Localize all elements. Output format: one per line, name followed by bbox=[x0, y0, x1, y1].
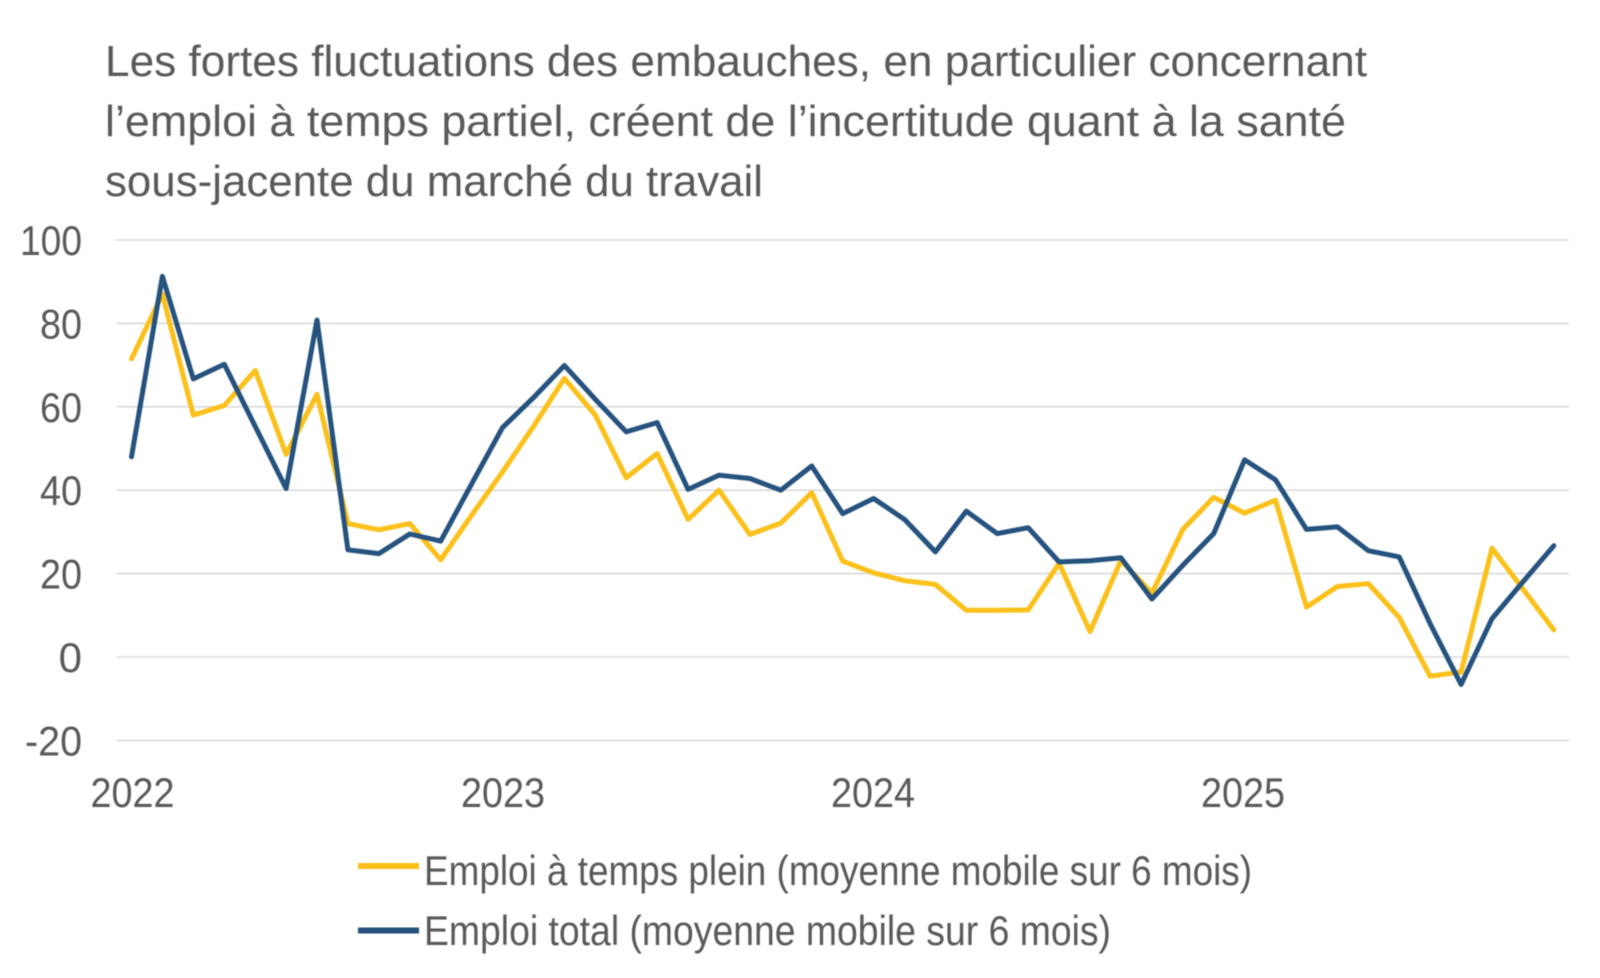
svg-text:Les fortes fluctuations des em: Les fortes fluctuations des embauches, e… bbox=[105, 38, 1367, 86]
svg-text:2025: 2025 bbox=[1201, 769, 1285, 816]
svg-text:Emploi total (moyenne mobile s: Emploi total (moyenne mobile sur 6 mois) bbox=[424, 907, 1111, 954]
svg-text:100: 100 bbox=[20, 217, 82, 264]
svg-text:40: 40 bbox=[40, 467, 82, 514]
svg-text:sous-jacente du marché du trav: sous-jacente du marché du travail bbox=[105, 158, 763, 206]
svg-text:0: 0 bbox=[59, 634, 82, 681]
svg-text:Emploi à temps plein (moyenne: Emploi à temps plein (moyenne mobile sur… bbox=[424, 847, 1252, 894]
svg-text:80: 80 bbox=[40, 300, 82, 347]
svg-text:60: 60 bbox=[40, 384, 82, 431]
svg-text:2022: 2022 bbox=[91, 769, 175, 816]
svg-text:20: 20 bbox=[40, 551, 82, 598]
svg-text:2024: 2024 bbox=[831, 769, 915, 816]
svg-text:2023: 2023 bbox=[461, 769, 545, 816]
svg-text:l’emploi à temps partiel, crée: l’emploi à temps partiel, créent de l’in… bbox=[105, 98, 1346, 146]
svg-text:-20: -20 bbox=[25, 717, 82, 764]
